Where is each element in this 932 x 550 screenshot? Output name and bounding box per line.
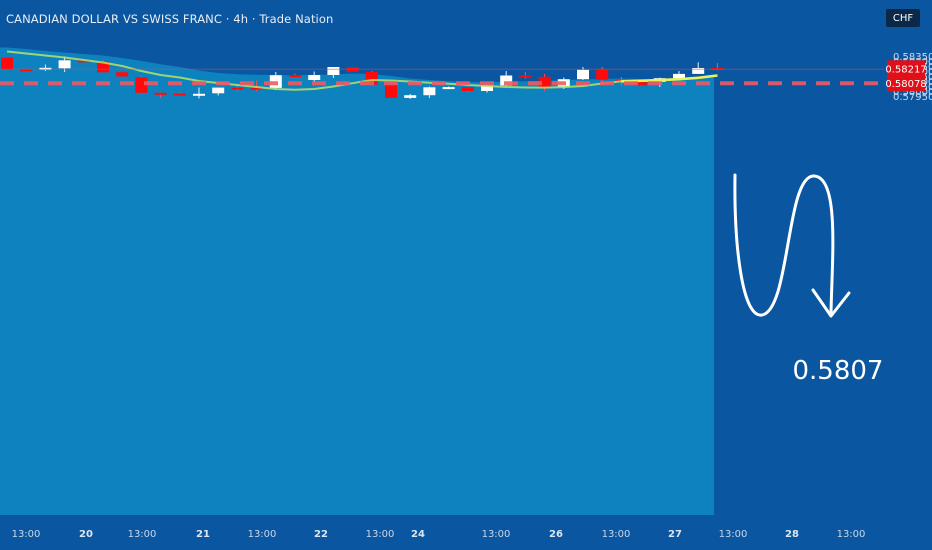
x-tick-label: 24 (411, 529, 425, 540)
x-tick-label: 13:00 (128, 529, 157, 540)
y-tick-label: 0.57950 (893, 92, 932, 103)
candle-bearish (538, 76, 551, 87)
x-tick-label: 13:00 (366, 529, 395, 540)
candle-bearish (634, 81, 647, 86)
x-tick-label: 13:00 (482, 529, 511, 540)
candle-bearish (97, 61, 109, 73)
level-price-badge (887, 75, 925, 92)
x-tick-label: 13:00 (602, 529, 631, 540)
candle-bullish (500, 75, 513, 86)
candle-bearish (1, 57, 13, 70)
candle-bullish (212, 87, 225, 94)
candle-bullish (404, 95, 417, 98)
x-tick-label: 13:00 (12, 529, 41, 540)
candle-bearish (135, 77, 148, 93)
x-tick-label: 28 (785, 529, 799, 540)
candle-bullish (673, 73, 685, 79)
candle-bearish (250, 87, 263, 90)
candle-bullish (193, 93, 205, 96)
x-tick-label: 13:00 (837, 529, 866, 540)
x-tick-label: 26 (549, 529, 563, 540)
level-price-label: 0.58078 (885, 79, 926, 90)
moving-average-recent (621, 74, 718, 83)
candle-bullish (327, 67, 340, 75)
arrow-down-icon (811, 288, 851, 318)
candle-bullish (692, 68, 705, 74)
candle-bullish (577, 69, 589, 80)
target-price-label: 0.5807 (793, 356, 884, 386)
candle-bullish (58, 60, 71, 69)
candle-bullish (308, 75, 321, 80)
candle-bullish (423, 87, 436, 96)
candle-bearish (385, 84, 397, 98)
candle-bearish (116, 72, 129, 77)
candle-bearish (596, 69, 609, 80)
x-tick-label: 22 (314, 529, 328, 540)
currency-badge[interactable]: CHF (886, 9, 920, 27)
candle-bearish (289, 75, 301, 77)
candle-bearish (231, 87, 244, 90)
candle-bearish (173, 93, 186, 96)
x-tick-label: 13:00 (719, 529, 748, 540)
y-tick-label: 0.58350 (893, 52, 932, 63)
x-tick-label: 21 (196, 529, 210, 540)
y-tick-label: 0.58000 (893, 87, 932, 98)
candle-bullish (481, 85, 493, 91)
x-tick-label: 20 (79, 529, 93, 540)
x-tick-label: 13:00 (248, 529, 277, 540)
chart-title: CANADIAN DOLLAR VS SWISS FRANC · 4h · Tr… (6, 12, 334, 26)
candle-bearish (461, 87, 474, 91)
candle-bullish (442, 87, 455, 90)
x-tick-label: 27 (668, 529, 682, 540)
candle-bearish (519, 75, 532, 78)
cloud-band (0, 47, 714, 515)
candle-bearish (20, 69, 33, 72)
current-price-label: 0.58217 (885, 64, 926, 75)
candle-bearish (77, 60, 90, 63)
candle-bearish (154, 92, 167, 95)
forecast-arrow-path (733, 173, 835, 317)
